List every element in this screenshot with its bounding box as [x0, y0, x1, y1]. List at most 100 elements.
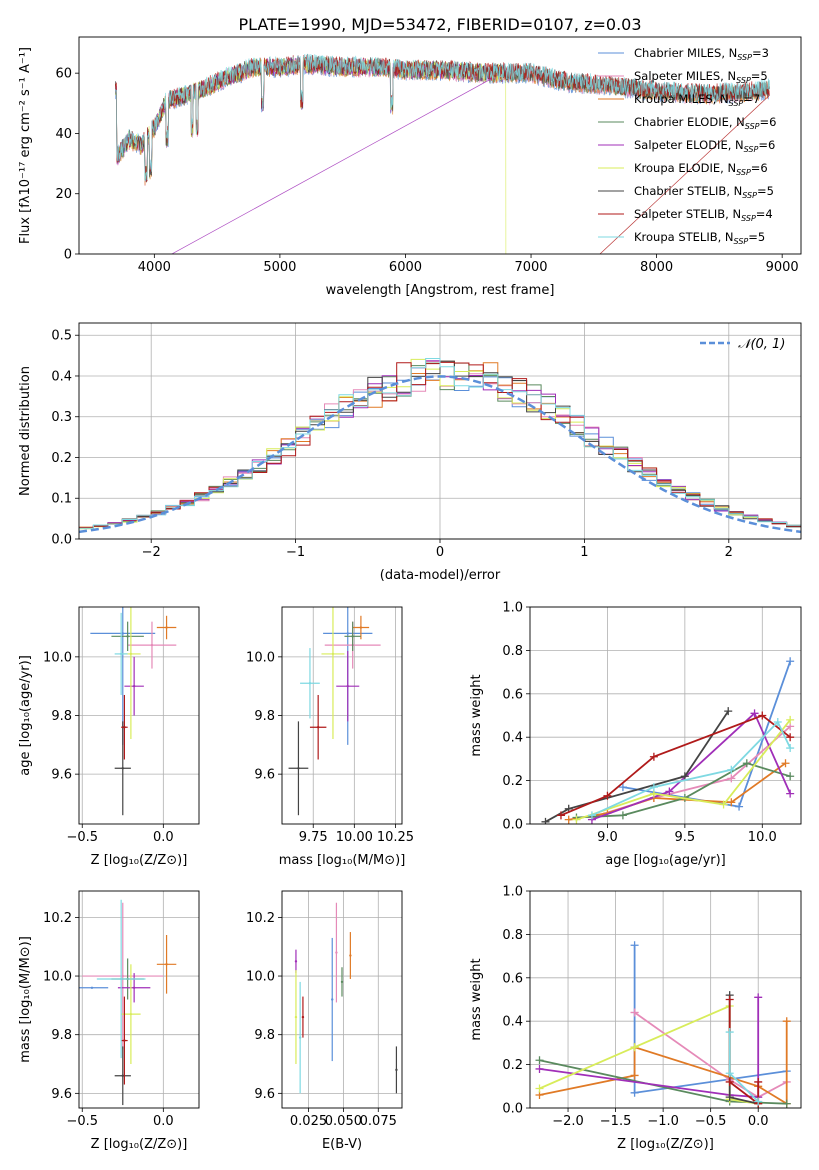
- histogram-series: [79, 358, 801, 529]
- x-tick-label: −2.0: [552, 1114, 584, 1129]
- panel-spectrum: 4000 5000 6000 7000 8000 9000 0 20 40 60 wavelengt…: [18, 36, 802, 298]
- plot-area: [79, 899, 177, 1106]
- data-point: [346, 632, 349, 635]
- x-tick-label: −2: [142, 545, 161, 560]
- weight-marker: [725, 1069, 734, 1078]
- panel-age_vs_Z: −0.5 0.0 9.6 9.8 10.0 Z [log₁₀(Z/Z⊙)] age [log…: [18, 606, 200, 868]
- x-axis-label: Z [log₁₀(Z/Z⊙)]: [617, 1137, 714, 1152]
- weight-marker: [782, 1099, 791, 1108]
- y-tick-label: 9.8: [51, 709, 72, 724]
- spectrum-series-line: [115, 55, 770, 254]
- y-axis-label: Flux [fλ10⁻¹⁷ erg cm⁻² s⁻¹ A⁻¹]: [18, 47, 33, 244]
- y-tick-label: 10.0: [43, 970, 72, 985]
- plot-area: [115, 53, 770, 254]
- x-axis-label: wavelength [Angstrom, rest frame]: [326, 283, 555, 298]
- y-tick-label: 10.0: [246, 970, 275, 985]
- y-tick-label: 10.2: [43, 911, 72, 926]
- x-tick-label: 0.0: [153, 1114, 174, 1129]
- weight-marker: [535, 1064, 544, 1073]
- weight-marker: [758, 711, 767, 720]
- weight-marker: [603, 791, 612, 800]
- weight-series-line: [539, 1021, 788, 1106]
- weight-marker: [541, 817, 550, 824]
- x-tick-label: 6000: [389, 260, 422, 275]
- weight-marker: [786, 772, 795, 781]
- weight-series-line: [545, 710, 729, 823]
- y-tick-label: 0.4: [51, 369, 72, 384]
- x-tick-label: 10.25: [377, 830, 414, 845]
- weight-marker: [630, 1071, 639, 1080]
- x-tick-label: 9000: [766, 260, 799, 275]
- legend-entry: Kroupa MILES, NSSP=7: [634, 92, 760, 108]
- x-tick-label: 5000: [263, 260, 296, 275]
- x-axis-label: (data-model)/error: [380, 568, 501, 583]
- y-tick-label: 0.5: [51, 329, 72, 344]
- data-point: [129, 1012, 133, 1016]
- x-tick-label: 4000: [138, 260, 171, 275]
- axes-frame: [529, 606, 802, 825]
- weight-marker: [719, 800, 728, 809]
- y-tick-label: 9.6: [51, 768, 72, 783]
- y-axis-label: mass weight: [469, 958, 484, 1040]
- weight-marker: [564, 815, 573, 824]
- weight-marker: [630, 1043, 639, 1052]
- y-tick-label: 9.6: [254, 768, 275, 783]
- data-point: [121, 1074, 124, 1077]
- data-point: [346, 684, 349, 688]
- y-tick-label: 0.3: [51, 410, 72, 425]
- weight-marker: [782, 1017, 791, 1026]
- weight-marker: [727, 798, 736, 807]
- y-tick-label: 10.0: [43, 650, 72, 665]
- legend-entry: Salpeter STELIB, NSSP=4: [634, 207, 773, 223]
- plots-layer: 4000 5000 6000 7000 8000 90000204060wavelengt…: [18, 36, 802, 1152]
- x-tick-label: 0.075: [360, 1114, 397, 1129]
- axes-frame: [78, 322, 802, 540]
- weight-marker: [630, 941, 639, 950]
- data-point: [150, 643, 154, 647]
- data-point: [126, 635, 129, 638]
- x-axis-label: mass [log₁₀(M/M⊙)]: [279, 853, 406, 868]
- weight-marker: [742, 759, 751, 768]
- data-point: [395, 1068, 398, 1072]
- weight-marker: [754, 1077, 763, 1086]
- weight-marker: [727, 774, 736, 783]
- y-tick-label: 10.2: [246, 911, 275, 926]
- plot-area: [535, 941, 791, 1108]
- weight-marker: [649, 752, 658, 761]
- weight-marker: [750, 709, 759, 718]
- panel-weight_vs_age: 9.0 9.5 10.0 0.0 0.2 0.4 0.6 0.8 1.0 age [log₁₀(a…: [469, 601, 802, 868]
- data-point: [298, 1036, 302, 1039]
- y-tick-label: 0.2: [502, 774, 523, 789]
- legend-entry: Chabrier MILES, NSSP=3: [634, 46, 769, 62]
- x-tick-label: 8000: [640, 260, 673, 275]
- x-tick-label: −1.0: [647, 1114, 679, 1129]
- spectrum-series-line: [115, 53, 770, 181]
- legend-entry: 𝒩(0, 1): [738, 337, 785, 352]
- y-tick-label: 60: [55, 67, 72, 82]
- y-tick-label: 0.8: [502, 928, 523, 943]
- y-tick-label: 9.8: [254, 709, 275, 724]
- weight-marker: [618, 811, 627, 820]
- data-point: [123, 1039, 126, 1042]
- y-tick-label: 0: [64, 248, 72, 263]
- legend: 𝒩(0, 1): [700, 337, 785, 352]
- y-tick-label: 10.0: [246, 650, 275, 665]
- y-tick-label: 0.4: [502, 1015, 523, 1030]
- weight-marker: [754, 993, 763, 1002]
- data-point: [121, 974, 124, 978]
- weight-marker: [786, 789, 795, 798]
- plot-area: [288, 607, 381, 816]
- data-point: [119, 977, 123, 981]
- axes-frame: [281, 606, 403, 825]
- weight-series-line: [576, 719, 791, 821]
- x-tick-label: −1.5: [600, 1114, 632, 1129]
- weight-marker: [572, 815, 581, 824]
- data-point: [165, 963, 168, 966]
- data-point: [297, 767, 300, 770]
- y-tick-label: 0.6: [502, 971, 523, 986]
- panel-mass_vs_Z: −0.5 0.0 9.6 9.8 10.0 10.2 Z [log₁₀(Z/Z⊙)] mass…: [18, 890, 200, 1152]
- x-tick-label: 9.5: [675, 830, 696, 845]
- y-tick-label: 0.6: [502, 687, 523, 702]
- weight-series-line: [591, 711, 792, 821]
- weight-marker: [618, 783, 627, 792]
